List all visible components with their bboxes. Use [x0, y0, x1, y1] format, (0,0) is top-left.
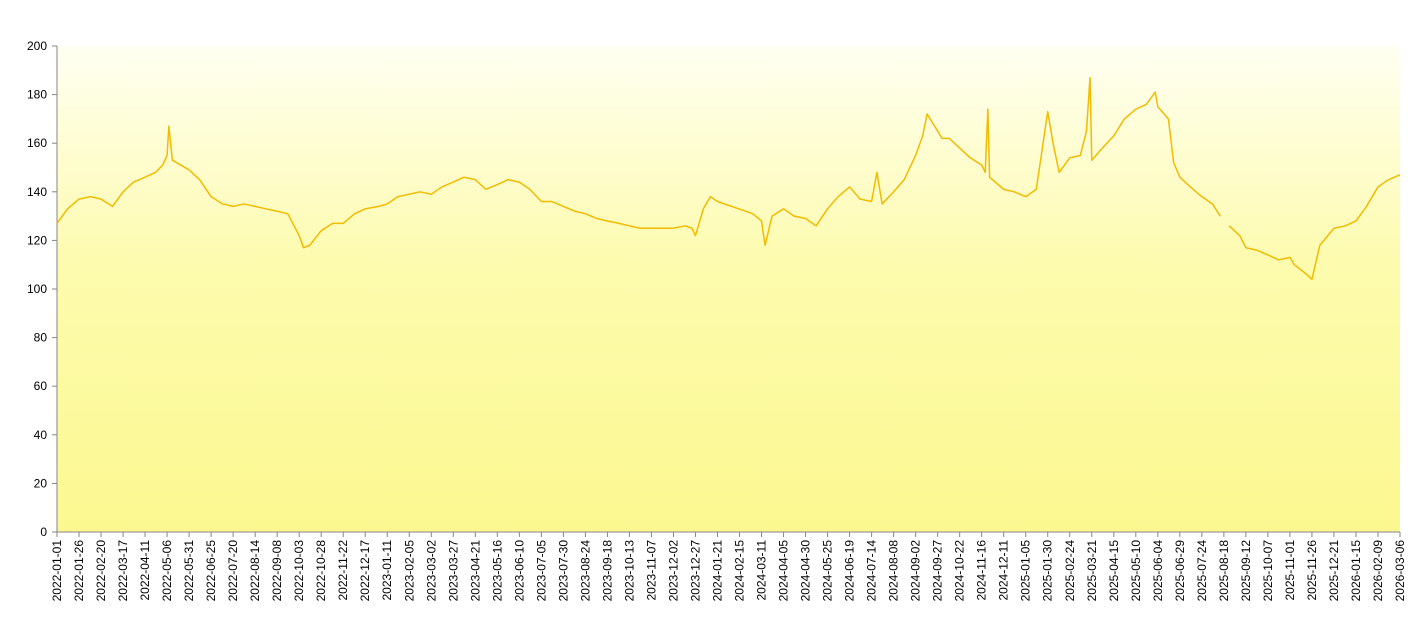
x-tick-label: 2024-04-30 [799, 540, 813, 602]
x-tick-label: 2025-11-01 [1283, 540, 1297, 601]
x-tick-label: 2022-11-22 [336, 540, 350, 601]
x-tick-label: 2026-02-09 [1371, 540, 1385, 602]
y-tick-label: 180 [27, 88, 47, 102]
x-tick-label: 2024-12-11 [997, 540, 1011, 601]
data-line [56, 76, 1401, 281]
x-tick-label: 2022-02-20 [94, 540, 108, 602]
x-tick-label: 2024-11-16 [975, 540, 989, 601]
x-tick-label: 2025-04-15 [1107, 540, 1121, 602]
x-tick-label: 2022-07-20 [226, 540, 240, 602]
x-tick-label: 2022-04-11 [138, 540, 152, 601]
x-tick-label: 2025-01-05 [1019, 540, 1033, 602]
x-tick-label: 2025-11-26 [1305, 540, 1319, 601]
plot-area [57, 46, 1400, 532]
y-tick-label: 200 [27, 39, 47, 53]
x-tick-label: 2023-09-18 [600, 540, 614, 602]
x-tick-label: 2024-01-21 [710, 540, 724, 602]
x-tick-label: 2023-10-13 [622, 540, 636, 602]
x-tick-label: 2023-11-07 [644, 540, 658, 601]
x-tick-label: 2024-08-08 [887, 540, 901, 602]
x-tick-label: 2024-02-15 [733, 540, 747, 602]
x-tick-label: 2024-09-02 [909, 540, 923, 602]
y-tick-label: 60 [34, 379, 48, 393]
x-tick-label: 2024-04-05 [777, 540, 791, 602]
x-tick-label: 2025-10-07 [1261, 540, 1275, 602]
y-tick-label: 40 [34, 428, 48, 442]
x-tick-label: 2024-05-25 [821, 540, 835, 602]
x-tick-label: 2024-07-14 [865, 540, 879, 602]
x-tick-label: 2025-06-04 [1151, 540, 1165, 602]
x-tick-label: 2025-02-24 [1063, 540, 1077, 602]
y-tick-label: 120 [27, 233, 47, 247]
x-tick-label: 2022-03-17 [116, 540, 130, 602]
x-tick-label: 2026-03-06 [1393, 540, 1407, 602]
x-tick-label: 2023-07-30 [556, 540, 570, 602]
x-tick-label: 2022-05-31 [182, 540, 196, 602]
y-tick-label: 0 [40, 525, 47, 539]
x-tick-label: 2025-01-30 [1041, 540, 1055, 602]
x-tick-label: 2025-07-24 [1195, 540, 1209, 602]
x-tick-label: 2024-06-19 [843, 540, 857, 602]
x-tick-label: 2023-08-24 [578, 540, 592, 602]
x-tick-label: 2023-03-27 [446, 540, 460, 602]
x-tick-label: 2024-03-11 [755, 540, 769, 601]
x-tick-label: 2022-10-28 [314, 540, 328, 602]
x-tick-label: 2025-03-21 [1085, 540, 1099, 602]
x-tick-label: 2022-01-01 [50, 540, 64, 602]
x-tick-label: 2024-09-27 [931, 540, 945, 602]
x-tick-label: 2025-06-29 [1173, 540, 1187, 602]
x-tick-label: 2025-05-10 [1129, 540, 1143, 602]
y-tick-label: 100 [27, 282, 47, 296]
x-tick-label: 2023-12-02 [666, 540, 680, 602]
x-tick-label: 2023-05-16 [490, 540, 504, 602]
x-tick-label: 2023-02-05 [402, 540, 416, 602]
y-tick-label: 80 [34, 331, 48, 345]
x-tick-label: 2024-10-22 [953, 540, 967, 602]
x-tick-label: 2026-01-15 [1349, 540, 1363, 602]
x-tick-label: 2023-01-11 [380, 540, 394, 601]
x-tick-label: 2023-12-27 [688, 540, 702, 602]
x-tick-label: 2022-01-26 [72, 540, 86, 602]
x-tick-label: 2022-08-14 [248, 540, 262, 602]
x-tick-label: 2023-04-21 [468, 540, 482, 602]
x-tick-label: 2022-06-25 [204, 540, 218, 602]
x-tick-label: 2022-09-08 [270, 540, 284, 602]
x-tick-label: 2025-08-18 [1217, 540, 1231, 602]
y-tick-label: 140 [27, 185, 47, 199]
x-tick-label: 2022-10-03 [292, 540, 306, 602]
x-tick-label: 2023-03-02 [424, 540, 438, 602]
x-tick-label: 2023-06-10 [512, 540, 526, 602]
x-tick-label: 2025-12-21 [1327, 540, 1341, 602]
x-tick-label: 2023-07-05 [534, 540, 548, 602]
x-tick-label: 2022-12-17 [358, 540, 372, 602]
x-tick-label: 2025-09-12 [1239, 540, 1253, 602]
x-tick-label: 2022-05-06 [160, 540, 174, 602]
y-tick-label: 20 [34, 476, 48, 490]
y-tick-label: 160 [27, 136, 47, 150]
